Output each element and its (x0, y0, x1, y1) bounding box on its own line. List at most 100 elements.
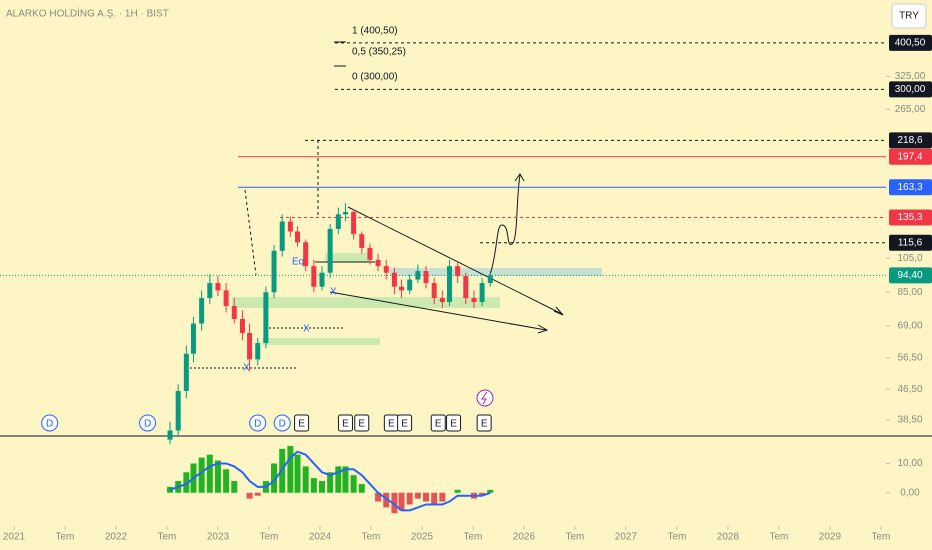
candle-body (431, 283, 437, 299)
candle (479, 277, 485, 307)
histogram-bar (398, 492, 405, 511)
histogram-bar (287, 445, 294, 493)
candle (375, 253, 381, 272)
price-badge-label: 135,3 (897, 212, 922, 223)
event-marker[interactable] (41, 414, 59, 432)
candle (215, 276, 221, 297)
candle (183, 345, 189, 399)
event-marker[interactable] (294, 414, 310, 432)
candle-body (223, 290, 229, 307)
candle-body (359, 234, 365, 248)
fib-label: 0 (300,00) (352, 72, 398, 83)
event-marker[interactable] (430, 414, 446, 432)
histogram-bar (439, 492, 446, 502)
candle-body (463, 276, 469, 299)
candle-body (423, 271, 429, 284)
candle (190, 316, 196, 363)
chart-title: ALARKO HOLDİNG A.Ş. · 1H · BIST (6, 7, 169, 20)
candle (399, 279, 405, 299)
candle-body (319, 272, 325, 287)
candle (391, 267, 397, 295)
x-tick-label: 2023 (207, 532, 230, 543)
event-label: E (358, 419, 365, 430)
candle-body (231, 306, 237, 319)
signal-line (169, 450, 491, 512)
histogram-bar (342, 466, 349, 493)
event-label: E (401, 419, 408, 430)
candle (223, 283, 229, 313)
y-tick-label: 265,00 (895, 104, 926, 115)
candle-body (167, 430, 173, 440)
histogram-bar (206, 454, 213, 493)
currency-button[interactable] (891, 3, 927, 29)
histogram-bar (414, 492, 421, 499)
x-tick-label: Tem (565, 532, 584, 543)
histogram-bar (406, 492, 413, 505)
y-tick-label: 10,00 (897, 458, 922, 469)
candle-body (367, 247, 373, 260)
candle (295, 226, 301, 247)
candle (335, 207, 341, 235)
x-tick-label: 2026 (513, 532, 536, 543)
event-label: E (481, 419, 488, 430)
x-tick-label: 2021 (3, 532, 26, 543)
candle-body (383, 266, 389, 273)
candle (463, 272, 469, 305)
histogram-bar (335, 466, 342, 493)
y-tick-label: 56,50 (897, 353, 922, 364)
candle (446, 259, 452, 307)
candle-body (183, 353, 189, 392)
event-marker[interactable] (354, 414, 370, 432)
event-marker[interactable] (249, 414, 267, 432)
histogram-bar (302, 466, 309, 493)
histogram-bar (294, 454, 301, 493)
event-marker[interactable] (397, 414, 413, 432)
y-tick-label: 46,50 (897, 384, 922, 395)
event-marker[interactable] (446, 414, 462, 432)
histogram-bar (254, 492, 261, 496)
price-badge (889, 34, 932, 51)
price-badge (889, 81, 932, 98)
candle (367, 243, 373, 265)
candle (167, 421, 173, 445)
event-marker[interactable] (476, 414, 492, 432)
histogram-bar (310, 478, 317, 493)
price-badge (889, 209, 932, 226)
candle-body (175, 391, 181, 431)
candle (263, 286, 269, 349)
price-badge (889, 267, 932, 284)
candle (175, 384, 181, 435)
event-label: E (342, 419, 349, 430)
drawing-label: Eq (292, 257, 304, 268)
histogram-bar (487, 489, 494, 493)
candle-body (391, 272, 397, 287)
histogram-bar (231, 481, 238, 493)
candle-body (342, 212, 348, 215)
x-tick-label: 2027 (615, 532, 638, 543)
candle (239, 310, 245, 341)
candle-body (303, 242, 309, 267)
candle-body (247, 332, 253, 360)
x-tick-label: Tem (871, 532, 890, 543)
event-marker[interactable] (139, 414, 157, 432)
candle-body (239, 318, 245, 333)
candle-body (487, 275, 493, 284)
candle (255, 337, 261, 366)
event-label: E (388, 419, 395, 430)
candle-body (311, 266, 317, 287)
currency[interactable]: TRY (899, 11, 919, 22)
histogram-bar (383, 492, 390, 508)
candle (287, 216, 293, 237)
event-marker[interactable] (273, 414, 291, 432)
candle-body (199, 298, 205, 324)
x-tick-label: Tem (769, 532, 788, 543)
price-badge (889, 179, 932, 196)
event-marker[interactable] (337, 414, 353, 432)
candle-body (255, 343, 261, 360)
candle (231, 298, 237, 324)
fib-label: 1 (400,50) (352, 26, 398, 37)
candle-body (455, 266, 461, 277)
price-badge (889, 234, 932, 251)
price-badge-label: 115,6 (898, 237, 923, 248)
x-tick-label: Tem (158, 532, 177, 543)
